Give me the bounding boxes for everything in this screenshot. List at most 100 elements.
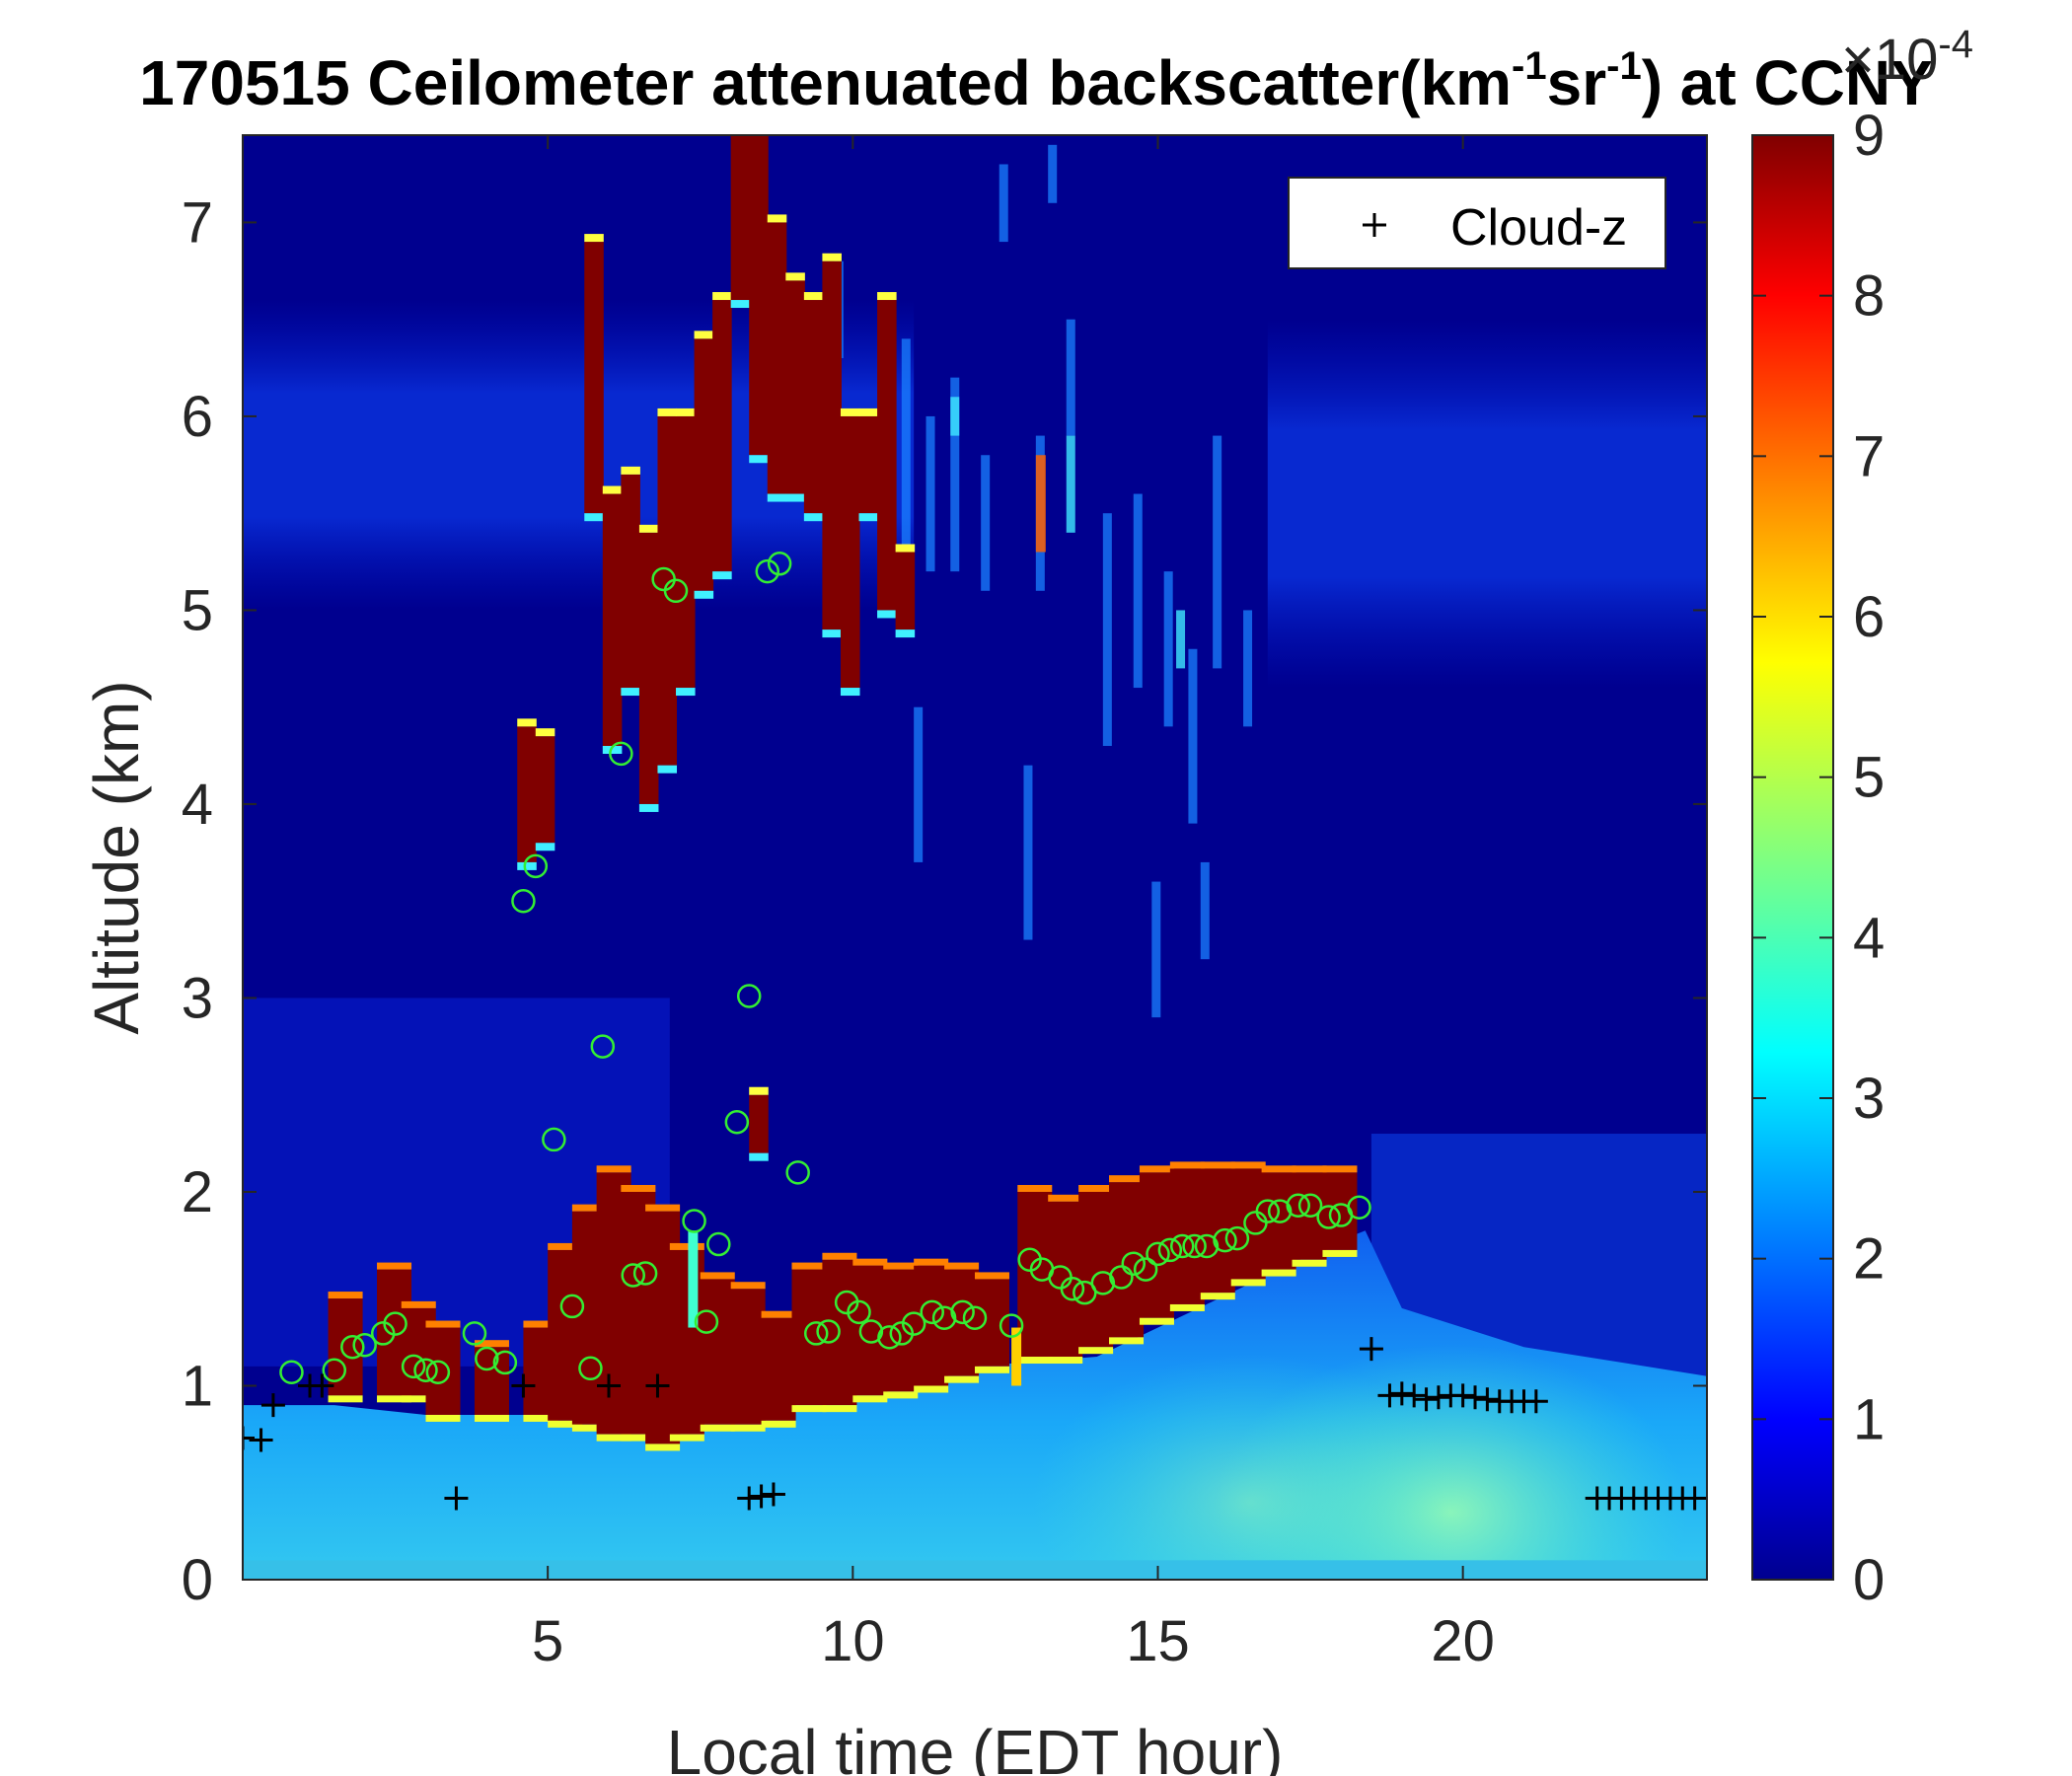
heatmap-cloud-edge: [822, 253, 842, 261]
green-circle-marker: [340, 1334, 365, 1360]
heatmap-cloud-edge: [1017, 1357, 1053, 1365]
heatmap-cloud-edge: [749, 455, 769, 464]
heatmap-cloud-edge: [548, 1420, 583, 1428]
heatmap-cloud-edge: [645, 1204, 681, 1212]
green-circle-marker: [877, 1325, 902, 1350]
cloud-z-marker: [1523, 1389, 1548, 1414]
heatmap-cloud-column: [1017, 1191, 1053, 1358]
heatmap-cloud-column: [749, 135, 769, 456]
heatmap-cloud-edge: [328, 1292, 363, 1299]
heatmap-cloud-edge: [425, 1320, 461, 1328]
green-circle-marker: [1267, 1199, 1293, 1223]
heatmap-cloud-edge: [700, 1424, 735, 1432]
heatmap-cloud-column: [1109, 1182, 1145, 1338]
heatmap-cloud-column: [785, 280, 805, 494]
green-circle-marker: [920, 1299, 944, 1325]
green-circle-marker: [590, 1034, 616, 1059]
heatmap-cloud-edge: [761, 1310, 796, 1318]
heatmap-cloud-edge: [883, 1262, 919, 1270]
heatmap-cloud-edge: [895, 629, 916, 638]
heatmap-cloud-column: [425, 1327, 461, 1415]
heatmap-cloud-edge: [852, 1395, 888, 1403]
heatmap-streak: [999, 164, 1008, 243]
heatmap-cloud-edge: [975, 1272, 1010, 1280]
cloud-z-marker: [749, 1484, 774, 1509]
heatmap-cloud-edge: [517, 718, 537, 727]
green-circle-marker: [632, 1261, 658, 1286]
cloud-z-marker: [444, 1486, 469, 1511]
heatmap-cloud-edge: [877, 292, 897, 301]
heatmap-cloud-edge: [535, 843, 555, 851]
heatmap-cloud-edge: [621, 466, 640, 475]
green-circle-marker: [1090, 1271, 1116, 1295]
heatmap-cloud-edge: [401, 1300, 436, 1308]
green-circle-marker: [492, 1350, 518, 1375]
green-circle-marker: [755, 558, 780, 584]
heatmap-field: [243, 135, 1707, 1580]
heatmap-cloud-column: [712, 300, 732, 572]
heatmap-cloud-edge: [328, 1395, 363, 1403]
green-circle-marker: [413, 1358, 438, 1383]
heatmap-streak: [925, 415, 935, 572]
colorbar-tick-label: 9: [1853, 104, 1885, 168]
heatmap-cloud-edge: [785, 272, 805, 281]
green-circle-marker: [1297, 1193, 1323, 1218]
y-tick-label: 7: [182, 190, 213, 255]
heatmap-cloud-edge: [596, 1434, 631, 1442]
heatmap-cloud-column: [749, 1094, 769, 1153]
heatmap-cloud-edge: [700, 1272, 735, 1280]
heatmap-cloud-edge: [621, 1434, 656, 1442]
heatmap-streak: [981, 455, 991, 591]
heatmap-cloud-edge: [1200, 1293, 1235, 1300]
heatmap-streak: [1035, 455, 1046, 553]
green-circle-marker: [736, 984, 762, 1008]
green-circle-marker: [1316, 1205, 1341, 1229]
heatmap-cloud-edge: [1292, 1165, 1327, 1173]
cloud-z-marker: [1426, 1385, 1450, 1410]
heatmap-cloud-edge: [584, 234, 604, 243]
legend-cloud-marker: [1363, 213, 1386, 237]
heatmap-cloud-edge: [638, 803, 659, 812]
heatmap-cloud-edge: [571, 1424, 607, 1432]
colorbar-tick-label: 8: [1853, 264, 1885, 329]
green-circle-marker: [931, 1305, 957, 1330]
heatmap-cloud-column: [895, 552, 916, 630]
heatmap-cloud-edge: [914, 1258, 949, 1266]
y-tick-label: 4: [182, 773, 213, 837]
heatmap-cloud-edge: [822, 629, 842, 638]
green-circle-marker: [1213, 1227, 1237, 1253]
cloud-z-marker: [645, 1373, 670, 1398]
green-circle-marker: [1347, 1195, 1371, 1220]
y-axis-label: Altitude (km): [81, 680, 152, 1034]
cloud-z-marker: [1389, 1381, 1414, 1406]
heatmap-cloud-edge: [840, 407, 860, 416]
green-circle-marker: [1157, 1237, 1183, 1263]
green-circle-marker: [1133, 1257, 1158, 1282]
legend-box: [1288, 177, 1666, 269]
x-tick-label: 10: [821, 1609, 885, 1673]
heatmap-cloud-edge: [571, 1204, 607, 1212]
green-circle-marker: [322, 1358, 346, 1383]
heatmap-cloud-edge: [694, 331, 714, 339]
heatmap-streak: [1200, 861, 1210, 960]
heatmap-cloud-edge: [730, 1282, 766, 1290]
heatmap-cloud-edge: [1322, 1165, 1358, 1173]
heatmap-cloud-edge: [425, 1414, 461, 1422]
heatmap-cloud-edge: [638, 524, 659, 533]
green-circle-marker: [1060, 1276, 1085, 1301]
cloud-z-marker: [597, 1373, 621, 1398]
heatmap-streak: [1102, 513, 1112, 747]
heatmap-cloud-column: [328, 1298, 363, 1396]
heatmap-cloud-edge: [712, 292, 732, 301]
cloud-z-marker: [1682, 1486, 1707, 1511]
heatmap-cloud-column: [638, 532, 659, 804]
heatmap-streak: [1066, 319, 1075, 436]
heatmap-cloud-edge: [1017, 1184, 1053, 1192]
heatmap-cloud-edge: [1048, 1357, 1083, 1365]
cloud-z-marker: [511, 1373, 536, 1398]
heatmap-cloud-edge: [1078, 1347, 1114, 1355]
heatmap-cloud-column: [767, 222, 787, 494]
heatmap-streak: [1163, 571, 1173, 727]
heatmap-cloud-edge: [767, 214, 787, 223]
heatmap-cloud-edge: [749, 1152, 769, 1161]
